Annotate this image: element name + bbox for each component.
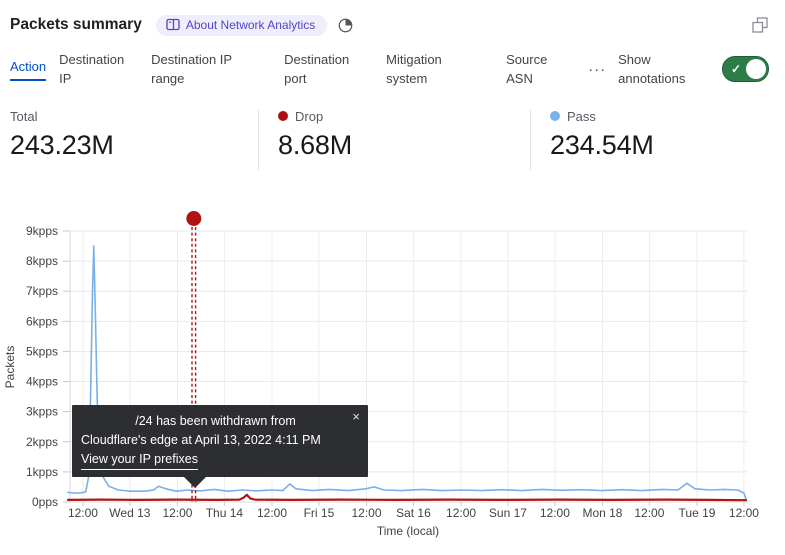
svg-text:4kpps: 4kpps <box>26 375 58 389</box>
stat-label: Pass <box>567 108 596 124</box>
show-annotations-toggle[interactable]: ✓ <box>722 56 769 82</box>
tab-mitigation-system[interactable]: Mitigation system <box>386 50 468 89</box>
annotation-marker-dot[interactable] <box>186 211 202 226</box>
tooltip-text-line2: Cloudflare's edge at April 13, 2022 4:11… <box>81 432 321 447</box>
svg-text:12:00: 12:00 <box>257 506 287 520</box>
stat-label: Total <box>10 108 38 124</box>
toggle-knob <box>746 59 766 79</box>
stat-value: 234.54M <box>550 130 654 160</box>
svg-text:Sat 16: Sat 16 <box>396 506 431 520</box>
svg-text:3kpps: 3kpps <box>26 405 58 419</box>
pass-legend-dot <box>550 111 560 121</box>
tooltip-close-icon[interactable]: × <box>352 409 360 424</box>
tab-label: Destination IP range <box>151 51 232 87</box>
svg-text:12:00: 12:00 <box>729 506 759 520</box>
tab-items: Action Destination IP Destination IP range… <box>10 50 560 89</box>
toggle-check-icon: ✓ <box>731 62 742 76</box>
tab-label: Source ASN <box>506 51 548 87</box>
annotation-tooltip: × /24 has been withdrawn from Cloudflare… <box>72 405 368 489</box>
svg-text:Packets: Packets <box>3 346 17 389</box>
svg-text:8kpps: 8kpps <box>26 254 58 268</box>
svg-text:12:00: 12:00 <box>352 506 382 520</box>
stats-divider <box>258 110 259 170</box>
svg-text:0pps: 0pps <box>32 495 58 509</box>
svg-text:Wed 13: Wed 13 <box>109 506 150 520</box>
show-annotations-label: Show annotations <box>618 51 686 87</box>
svg-text:Sun 17: Sun 17 <box>489 506 527 520</box>
drop-legend-dot <box>278 111 288 121</box>
more-tabs-button[interactable]: ··· <box>588 60 607 78</box>
tab-label: Destination IP <box>59 51 125 87</box>
tab-destination-ip-range[interactable]: Destination IP range <box>151 50 259 89</box>
page-title: Packets summary <box>10 16 142 33</box>
stat-label: Drop <box>295 108 324 124</box>
tab-label: Action <box>10 57 47 81</box>
tab-label: Mitigation system <box>386 51 442 87</box>
view-ip-prefixes-link[interactable]: View your IP prefixes <box>81 450 198 471</box>
stats-divider <box>530 110 531 170</box>
about-network-analytics-link[interactable]: About Network Analytics <box>155 14 328 36</box>
svg-text:Tue 19: Tue 19 <box>679 506 716 520</box>
expand-icon <box>751 16 769 34</box>
stat-drop: Drop 8.68M <box>278 108 352 161</box>
tab-destination-ip[interactable]: Destination IP <box>59 50 135 89</box>
stat-value: 8.68M <box>278 130 353 160</box>
svg-text:2kpps: 2kpps <box>26 435 58 449</box>
svg-text:7kpps: 7kpps <box>26 284 58 298</box>
svg-text:12:00: 12:00 <box>540 506 570 520</box>
stat-total: Total 243.23M <box>10 108 114 161</box>
svg-text:12:00: 12:00 <box>446 506 476 520</box>
svg-text:12:00: 12:00 <box>634 506 664 520</box>
stat-pass: Pass 234.54M <box>550 108 654 161</box>
svg-text:6kpps: 6kpps <box>26 314 58 328</box>
tab-label: Destination port <box>284 51 350 87</box>
tab-source-asn[interactable]: Source ASN <box>506 50 560 89</box>
svg-text:12:00: 12:00 <box>162 506 192 520</box>
svg-text:Time (local): Time (local) <box>377 524 439 538</box>
stat-value: 243.23M <box>10 130 114 160</box>
svg-text:1kpps: 1kpps <box>26 465 58 479</box>
svg-text:9kpps: 9kpps <box>26 224 58 238</box>
tooltip-arrow <box>184 477 206 489</box>
svg-text:Fri 15: Fri 15 <box>304 506 335 520</box>
time-period-icon <box>337 17 354 34</box>
panel-header: Packets summary About Network Analytics <box>0 0 785 40</box>
svg-text:5kpps: 5kpps <box>26 344 58 358</box>
drop-line <box>66 493 748 502</box>
svg-text:12:00: 12:00 <box>68 506 98 520</box>
tooltip-text-line1: /24 has been withdrawn from <box>135 414 296 428</box>
tab-action[interactable]: Action <box>10 57 47 81</box>
book-icon <box>166 18 180 31</box>
summary-stats: Total 243.23M Drop 8.68M Pass 234.54M <box>0 108 785 174</box>
svg-text:Mon 18: Mon 18 <box>582 506 622 520</box>
expand-panel-button[interactable] <box>749 14 771 36</box>
dimension-tab-bar: Action Destination IP Destination IP range… <box>0 44 785 94</box>
tab-destination-port[interactable]: Destination port <box>284 50 370 89</box>
about-label: About Network Analytics <box>185 17 316 32</box>
svg-text:Thu 14: Thu 14 <box>206 506 244 520</box>
